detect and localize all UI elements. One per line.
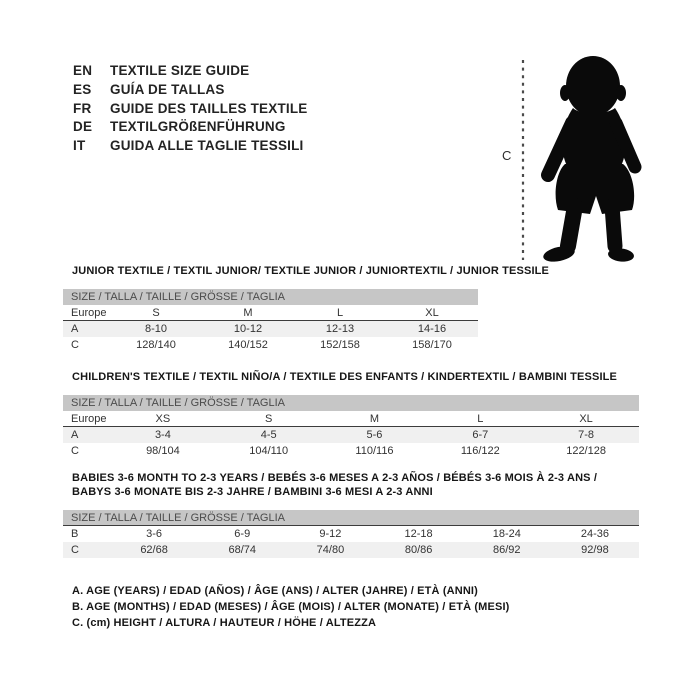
lang-label: GUIDA ALLE TAGLIE TESSILI xyxy=(110,138,304,154)
table-row-age: A 3-4 4-5 5-6 6-7 7-8 xyxy=(63,427,639,443)
value-cell: 7-8 xyxy=(578,429,595,441)
size-cell: M xyxy=(243,307,253,319)
baby-silhouette xyxy=(521,56,642,262)
table-row-height: C 62/68 68/74 74/80 80/86 86/92 92/98 xyxy=(63,542,639,558)
size-guide-content: JUNIOR TEXTILE / TEXTIL JUNIOR/ TEXTILE … xyxy=(63,265,639,631)
value-cell: 12-18 xyxy=(404,528,433,540)
lang-code: FR xyxy=(73,100,92,116)
language-header: EN TEXTILE SIZE GUIDE ES GUÍA DE TALLAS … xyxy=(73,62,308,156)
value-cell: 140/152 xyxy=(228,339,268,351)
size-header-bar: SIZE / TALLA / TAILLE / GRÖSSE / TAGLIA xyxy=(63,510,639,526)
size-header-bar: SIZE / TALLA / TAILLE / GRÖSSE / TAGLIA xyxy=(63,289,478,305)
babies-size-table: SIZE / TALLA / TAILLE / GRÖSSE / TAGLIA … xyxy=(63,510,639,558)
lang-code: IT xyxy=(73,138,86,154)
value-cell: 68/74 xyxy=(228,544,257,556)
lang-code: ES xyxy=(73,81,92,97)
row-label: C xyxy=(71,544,79,556)
row-label: Europe xyxy=(71,413,107,425)
row-label: Europe xyxy=(71,307,107,319)
size-header-bar: SIZE / TALLA / TAILLE / GRÖSSE / TAGLIA xyxy=(63,395,639,411)
size-cell: XL xyxy=(425,307,439,319)
value-cell: 122/128 xyxy=(566,445,606,457)
value-cell: 8-10 xyxy=(144,323,168,335)
row-label: A xyxy=(71,429,79,441)
value-cell: 6-7 xyxy=(472,429,489,441)
row-label: A xyxy=(71,323,79,335)
footnote-c: C. (cm) HEIGHT / ALTURA / HAUTEUR / HÖHE… xyxy=(72,617,377,629)
lang-label: GUIDE DES TAILLES TEXTILE xyxy=(110,100,308,116)
babies-table-title: BABIES 3-6 MONTH TO 2-3 YEARS / BEBÉS 3-… xyxy=(63,471,639,499)
lang-code: EN xyxy=(73,63,93,78)
row-label: B xyxy=(71,528,79,540)
value-cell: 3-6 xyxy=(146,528,163,540)
size-cell: L xyxy=(477,413,484,425)
lang-label: GUÍA DE TALLAS xyxy=(110,81,225,97)
junior-table-title: JUNIOR TEXTILE / TEXTIL JUNIOR/ TEXTILE … xyxy=(72,265,550,277)
value-cell: 80/86 xyxy=(404,544,433,556)
value-cell: 158/170 xyxy=(412,339,452,351)
footnote-b: B. AGE (MONTHS) / EDAD (MESES) / ÂGE (MO… xyxy=(72,601,510,613)
value-cell: 104/110 xyxy=(249,445,289,457)
value-cell: 3-4 xyxy=(154,429,171,441)
babies-table-title-line1: BABIES 3-6 MONTH TO 2-3 YEARS / BEBÉS 3-… xyxy=(72,472,598,484)
lang-row-fr: FR GUIDE DES TAILLES TEXTILE xyxy=(73,100,308,119)
value-cell: 62/68 xyxy=(140,544,168,556)
table-row-europe: Europe XS S M L XL xyxy=(63,411,639,427)
size-figure: C xyxy=(495,48,670,273)
lang-row-it: IT GUIDA ALLE TAGLIE TESSILI xyxy=(73,137,308,156)
value-cell: 9-12 xyxy=(319,528,342,540)
footnote-a: A. AGE (YEARS) / EDAD (AÑOS) / ÂGE (ANS)… xyxy=(72,585,478,597)
lang-label: TEXTILGRÖßENFÜHRUNG xyxy=(110,119,286,135)
value-cell: 4-5 xyxy=(260,429,277,441)
value-cell: 10-12 xyxy=(233,323,263,335)
value-cell: 92/98 xyxy=(581,544,609,556)
children-table-title: CHILDREN'S TEXTILE / TEXTIL NIÑO/A / TEX… xyxy=(72,371,618,383)
footnotes: A. AGE (YEARS) / EDAD (AÑOS) / ÂGE (ANS)… xyxy=(63,583,639,631)
size-cell: L xyxy=(336,307,344,319)
value-cell: 12-13 xyxy=(325,323,355,335)
value-cell: 14-16 xyxy=(417,323,447,335)
size-cell: S xyxy=(265,413,273,425)
table-row-age: A 8-10 10-12 12-13 14-16 xyxy=(63,321,478,337)
junior-size-table: SIZE / TALLA / TAILLE / GRÖSSE / TAGLIA … xyxy=(63,289,478,353)
value-cell: 6-9 xyxy=(234,528,251,540)
value-cell: 5-6 xyxy=(366,429,383,441)
table-row-height: C 128/140 140/152 152/158 158/170 xyxy=(63,337,478,353)
value-cell: 116/122 xyxy=(460,445,500,457)
babies-table-title-line2: BABYS 3-6 MONATE BIS 2-3 JAHRE / BAMBINI… xyxy=(72,486,433,498)
value-cell: 74/80 xyxy=(316,544,345,556)
value-cell: 24-36 xyxy=(580,528,610,540)
table-row-age-months: B 3-6 6-9 9-12 12-18 18-24 24-36 xyxy=(63,526,639,542)
value-cell: 152/158 xyxy=(320,339,360,351)
lang-row-es: ES GUÍA DE TALLAS xyxy=(73,81,308,100)
lang-row-de: DE TEXTILGRÖßENFÜHRUNG xyxy=(73,118,308,137)
table-row-height: C 98/104 104/110 110/116 116/122 122/128 xyxy=(63,443,639,459)
lang-row-en: EN TEXTILE SIZE GUIDE xyxy=(73,62,308,81)
size-cell: XS xyxy=(155,413,171,425)
row-label: C xyxy=(71,445,79,457)
table-row-europe: Europe S M L XL xyxy=(63,305,478,321)
value-cell: 98/104 xyxy=(146,445,180,457)
height-measure-label: C xyxy=(502,148,512,163)
row-label: C xyxy=(71,339,79,351)
children-size-table: SIZE / TALLA / TAILLE / GRÖSSE / TAGLIA … xyxy=(63,395,639,459)
value-cell: 128/140 xyxy=(136,339,176,351)
size-cell: XL xyxy=(579,413,593,425)
size-cell: M xyxy=(369,413,380,425)
lang-label: TEXTILE SIZE GUIDE xyxy=(110,63,250,78)
value-cell: 110/116 xyxy=(355,445,394,457)
value-cell: 86/92 xyxy=(493,544,521,556)
value-cell: 18-24 xyxy=(492,528,521,540)
lang-code: DE xyxy=(73,119,93,135)
size-cell: S xyxy=(152,307,160,319)
